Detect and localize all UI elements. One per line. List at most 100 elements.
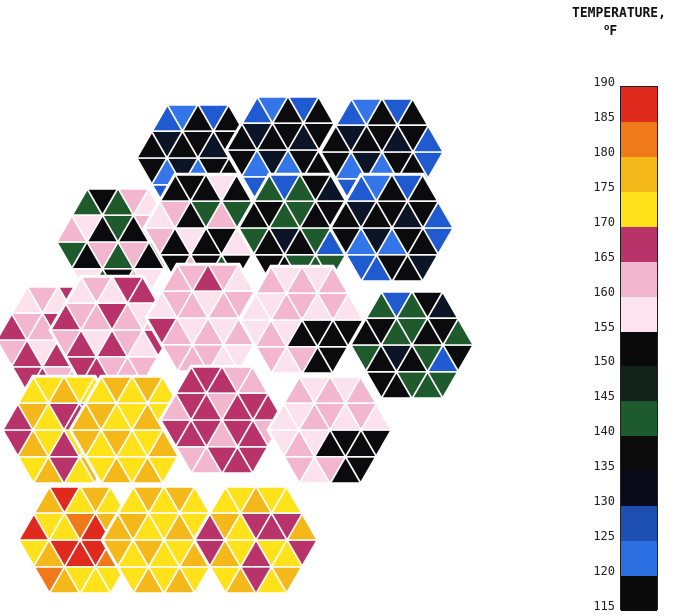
triangle-element [406,200,440,230]
color-scale-bar [620,86,658,612]
triangle-element [70,214,104,244]
legend-unit-letter: F [609,24,618,39]
triangle-element [47,374,81,405]
scale-tick-label: 150 [593,354,615,369]
triangle-element [283,172,317,202]
triangle-element [208,512,242,542]
hexagon-outline [328,172,456,284]
scale-tick-label: 185 [593,109,615,124]
triangle-element [191,262,225,293]
triangle-element [174,418,208,448]
triangle-element [181,102,215,132]
triangle-element [236,392,270,422]
color-swatch [621,261,657,298]
triangle-element [158,200,192,230]
color-swatch [621,296,657,333]
color-swatch [621,436,657,472]
triangle-element [147,484,181,515]
scale-tick-label: 165 [593,249,615,264]
triangle-element [364,343,398,373]
triangle-element [191,343,225,374]
triangle-element [252,200,286,230]
color-swatch [621,191,657,228]
color-swatch [621,226,657,263]
triangle-element [254,292,288,322]
triangle-element [32,538,66,568]
triangle-element [116,538,150,568]
scale-tick-label: 120 [593,564,615,579]
triangle-element [395,370,429,401]
triangle-element [10,312,44,342]
triangle-element [240,122,274,152]
triangle-element [426,343,460,373]
triangle-element [270,538,304,568]
scale-tick-label: 125 [593,529,615,544]
triangle-element [316,292,350,322]
triangle-element [174,392,208,422]
hexagon-segment [100,484,228,596]
triangle-element [344,226,378,256]
triangle-element [126,328,160,358]
triangle-element [375,172,409,202]
hexagon-outline [0,374,128,486]
hexagon-outline [266,374,394,486]
scale-tick-label: 190 [593,75,615,89]
scale-tick-label: 140 [593,424,615,439]
triangle-element [313,374,347,405]
color-swatch [621,401,657,437]
color-swatch [621,331,657,367]
hexagon-outline [16,484,144,596]
triangle-element [344,402,378,432]
triangle-element [189,172,223,202]
scale-tick-label: 130 [593,494,615,509]
legend-degree-symbol: o [604,23,610,33]
triangle-element [285,345,319,376]
triangle-element [32,512,66,542]
triangle-element [116,512,150,542]
triangle-element [70,240,104,270]
hexagonal-segment-temperature-map [0,94,476,596]
triangle-element [84,428,118,458]
triangle-element [158,226,192,256]
triangle-element [239,565,273,596]
triangle-element [240,148,274,178]
hexagon-outline [68,374,196,486]
triangle-element [95,355,129,386]
triangle-element [205,445,239,476]
triangle-element [47,455,81,486]
scale-tick-label: 145 [593,389,615,404]
triangle-element [285,264,319,295]
triangle-element [395,289,429,320]
triangle-element [63,484,97,515]
hexagon-segment [192,484,320,596]
triangle-element [16,402,50,432]
triangle-element [146,428,180,458]
triangle-element [344,428,378,458]
triangle-element [316,318,350,348]
hexagon-segment [266,374,394,486]
triangle-element [375,254,409,284]
triangle-element [132,240,166,270]
triangle-element [208,538,242,568]
triangle-element [222,290,256,320]
triangle-element [426,317,460,347]
legend-title: TEMPERATURE, [572,6,666,21]
triangle-element [101,186,135,216]
legend-unit: oF [604,23,618,39]
color-swatch [621,87,657,123]
triangle-element [205,364,239,395]
triangle-element [64,302,98,332]
color-swatch [621,156,657,193]
triangle-element [10,338,44,368]
triangle-element [115,455,149,486]
scale-tick-label: 170 [593,214,615,229]
hexagon-outline [238,264,366,376]
hexagon-segment [328,172,456,284]
triangle-element [239,484,273,515]
scale-tick-label: 155 [593,319,615,334]
triangle-element [270,512,304,542]
triangle-element [396,124,430,154]
triangle-element [282,428,316,458]
triangle-element [344,200,378,230]
hexagon-segment [348,289,476,401]
